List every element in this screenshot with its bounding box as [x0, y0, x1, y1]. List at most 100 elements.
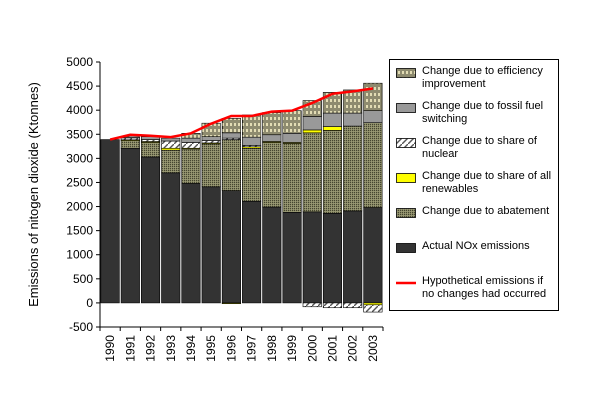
- x-tick-label: 1996: [224, 335, 238, 362]
- legend-label-change-due-to-abatement: Change due to abatement: [422, 205, 550, 217]
- x-tick-label: 1992: [144, 335, 158, 362]
- bar-change-due-to-abatement-1999: [282, 143, 302, 213]
- x-tick-label: 1997: [245, 335, 259, 362]
- bar-actual-nox-emissions-1992: [140, 156, 161, 304]
- bar-actual-nox-emissions-1990: [100, 139, 120, 304]
- bar-actual-nox-emissions-1995: [201, 186, 221, 304]
- legend-label-hypothetical-emissions-if-no-changes-had-occurred: Hypothetical emissions if no changes had…: [422, 275, 547, 300]
- bar-change-due-to-share-of-nuclear-1994: [181, 142, 201, 149]
- bar-change-due-to-abatement-1996: [221, 139, 241, 191]
- bar-change-due-to-efficiency-improvement-1999: [282, 110, 302, 134]
- y-axis-title: Emissions of nitogen dioxide (Ktonnes): [26, 82, 41, 307]
- bar-change-due-to-share-of-all-renewables-1996: [221, 302, 241, 305]
- bar-change-due-to-fossil-fuel-switching-1996: [221, 132, 241, 139]
- bar-change-due-to-fossil-fuel-switching-2002: [343, 112, 363, 127]
- x-tick-label: 1990: [103, 335, 117, 362]
- x-tick-label: 1994: [184, 335, 198, 362]
- y-tick-label: 3000: [66, 151, 93, 165]
- y-tick-label: 2000: [66, 200, 93, 214]
- bar-change-due-to-abatement-1992: [140, 142, 161, 158]
- y-tick-label: 1500: [66, 224, 93, 238]
- bar-change-due-to-abatement-1997: [242, 147, 262, 202]
- legend-label-change-due-to-share-of-all-renewables: Change due to share of all renewables: [422, 170, 552, 195]
- legend-item-change-due-to-share-of-nuclear: Change due to share of nuclear: [396, 135, 554, 170]
- bar-change-due-to-share-of-nuclear-2002: [343, 302, 363, 309]
- x-tick-label: 2000: [305, 335, 319, 362]
- bar-change-due-to-share-of-all-renewables-2000: [302, 129, 322, 134]
- legend-item-change-due-to-abatement: Change due to abatement: [396, 205, 554, 240]
- legend-item-change-due-to-efficiency-improvement: Change due to efficiency improvement: [396, 65, 554, 100]
- bar-change-due-to-fossil-fuel-switching-1994: [181, 137, 201, 143]
- bar-actual-nox-emissions-1994: [181, 183, 201, 304]
- y-tick-label: 2500: [66, 175, 93, 189]
- x-tick-label: 1995: [204, 335, 218, 362]
- bar-change-due-to-efficiency-improvement-2002: [343, 89, 363, 114]
- bar-change-due-to-share-of-nuclear-1995: [201, 140, 221, 144]
- bar-change-due-to-fossil-fuel-switching-2000: [302, 116, 322, 131]
- y-tick-label: 0: [86, 296, 93, 310]
- bar-change-due-to-share-of-nuclear-1993: [161, 140, 181, 149]
- legend-label-change-due-to-share-of-nuclear: Change due to share of nuclear: [422, 135, 537, 160]
- bar-actual-nox-emissions-1997: [242, 200, 262, 304]
- legend-swatch-change-due-to-share-of-all-renewables: [396, 173, 416, 183]
- bar-change-due-to-fossil-fuel-switching-1998: [262, 134, 282, 142]
- x-tick-label: 1998: [265, 335, 279, 362]
- bar-change-due-to-abatement-2000: [302, 132, 322, 213]
- bar-change-due-to-abatement-1993: [161, 149, 181, 174]
- bar-change-due-to-share-of-all-renewables-2001: [322, 126, 343, 131]
- bar-change-due-to-abatement-1991: [120, 139, 140, 149]
- y-tick-label: 4000: [66, 103, 93, 117]
- bar-change-due-to-abatement-2002: [343, 125, 363, 212]
- legend-item-change-due-to-fossil-fuel-switching: Change due to fossil fuel switching: [396, 100, 554, 135]
- bar-change-due-to-fossil-fuel-switching-1997: [242, 136, 262, 146]
- y-tick-label: 4500: [66, 79, 93, 93]
- legend-swatch-hypothetical-emissions-if-no-changes-had-occurred: [396, 278, 416, 288]
- bar-actual-nox-emissions-2003: [363, 207, 383, 304]
- bar-actual-nox-emissions-1993: [161, 172, 181, 304]
- legend-label-actual-nox-emissions: Actual NOx emissions: [422, 240, 530, 252]
- x-tick-label: 2003: [366, 335, 380, 362]
- bar-change-due-to-abatement-2003: [363, 122, 383, 208]
- x-tick-label: 2001: [325, 335, 339, 362]
- legend-swatch-actual-nox-emissions: [396, 243, 416, 253]
- x-tick-label: 1991: [123, 335, 137, 362]
- x-tick-label: 1999: [285, 335, 299, 362]
- line-hypothetical-emissions: [109, 87, 374, 141]
- legend-swatch-change-due-to-share-of-nuclear: [396, 138, 416, 148]
- bar-change-due-to-efficiency-improvement-2003: [363, 82, 383, 111]
- bar-change-due-to-efficiency-improvement-1997: [242, 114, 262, 138]
- bar-change-due-to-fossil-fuel-switching-1993: [161, 137, 181, 142]
- bar-change-due-to-abatement-1995: [201, 143, 221, 188]
- bar-change-due-to-abatement-1994: [181, 148, 201, 184]
- bar-change-due-to-fossil-fuel-switching-2001: [322, 112, 343, 127]
- bar-actual-nox-emissions-2000: [302, 211, 322, 304]
- legend-label-change-due-to-fossil-fuel-switching: Change due to fossil fuel switching: [422, 100, 544, 125]
- bar-change-due-to-fossil-fuel-switching-1995: [201, 136, 221, 141]
- bar-change-due-to-fossil-fuel-switching-1999: [282, 133, 302, 143]
- legend-item-hypothetical-emissions-if-no-changes-had-occurred: Hypothetical emissions if no changes had…: [396, 275, 554, 310]
- bar-change-due-to-efficiency-improvement-2001: [322, 92, 343, 114]
- bar-change-due-to-efficiency-improvement-1996: [221, 118, 241, 134]
- legend-label-change-due-to-efficiency-improvement: Change due to efficiency improvement: [422, 65, 543, 90]
- bar-change-due-to-abatement-2001: [322, 130, 343, 214]
- bar-change-due-to-abatement-1998: [262, 142, 282, 208]
- bar-change-due-to-efficiency-improvement-1998: [262, 112, 282, 136]
- y-tick-label: -500: [69, 320, 93, 334]
- bar-actual-nox-emissions-2002: [343, 210, 363, 304]
- y-tick-label: 500: [73, 272, 93, 286]
- bar-actual-nox-emissions-1991: [120, 147, 140, 304]
- legend-item-change-due-to-share-of-all-renewables: Change due to share of all renewables: [396, 170, 554, 205]
- bar-change-due-to-share-of-nuclear-2001: [322, 302, 343, 309]
- legend-swatch-change-due-to-fossil-fuel-switching: [396, 103, 416, 113]
- legend-swatch-change-due-to-efficiency-improvement: [396, 68, 416, 78]
- chart-legend: Change due to efficiency improvement Chan…: [389, 59, 559, 311]
- y-tick-label: 1000: [66, 248, 93, 262]
- x-tick-label: 1993: [164, 335, 178, 362]
- bar-change-due-to-share-of-nuclear-2003: [363, 304, 383, 313]
- bar-actual-nox-emissions-1996: [221, 190, 241, 304]
- legend-swatch-change-due-to-abatement: [396, 208, 416, 218]
- legend-item-actual-nox-emissions: Actual NOx emissions: [396, 240, 554, 275]
- bar-actual-nox-emissions-2001: [322, 212, 343, 304]
